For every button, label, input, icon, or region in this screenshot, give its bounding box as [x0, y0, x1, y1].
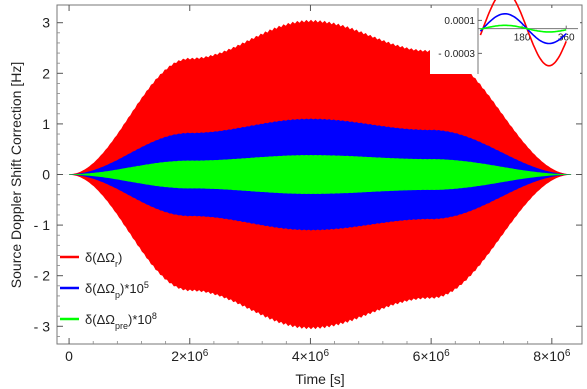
- y-tick-label: 1: [42, 116, 50, 132]
- y-tick-label: - 2: [34, 268, 51, 284]
- x-tick-labels: 0 2×106 4×106 6×106 8×106: [65, 348, 571, 365]
- y-tick-label: - 1: [34, 217, 51, 233]
- x-tick-label: 4×106: [292, 348, 330, 365]
- x-axis-label: Time [s]: [295, 371, 344, 387]
- y-tick-labels: 3 2 1 0 - 1 - 2 - 3: [34, 15, 51, 335]
- series-area-2: [69, 154, 572, 195]
- inset-curve-2: [480, 24, 567, 33]
- y-tick-label: - 3: [34, 318, 51, 334]
- inset-curve-0: [479, 0, 567, 67]
- inset-x-tick-label: 180: [514, 33, 531, 44]
- x-tick-label: 8×106: [533, 348, 571, 365]
- legend-label: δ(ΔΩp)*105: [85, 280, 149, 300]
- y-tick-label: 0: [42, 167, 50, 183]
- x-tick-label: 0: [65, 348, 73, 364]
- y-tick-label: 3: [42, 15, 50, 31]
- x-tick-label: 6×106: [413, 348, 451, 365]
- inset-curve-1: [479, 13, 567, 45]
- inset-y-tick-label: - 0.0003: [438, 49, 475, 60]
- legend-label: δ(ΔΩpre)*108: [85, 311, 157, 331]
- inset-chart: 0.0001 - 0.0003 180 360: [430, 0, 580, 74]
- inset-y-tick-label: 0.0001: [444, 16, 475, 27]
- x-tick-label: 2×106: [171, 348, 209, 365]
- series-areas: [69, 19, 572, 330]
- legend-label: δ(ΔΩr): [85, 250, 122, 269]
- y-axis-label: Source Doppler Shift Correction [Hz]: [8, 62, 24, 288]
- legend: δ(ΔΩr) δ(ΔΩp)*105 δ(ΔΩpre)*108: [60, 250, 157, 331]
- y-tick-label: 2: [42, 65, 50, 81]
- inset-x-tick-label: 360: [558, 33, 575, 44]
